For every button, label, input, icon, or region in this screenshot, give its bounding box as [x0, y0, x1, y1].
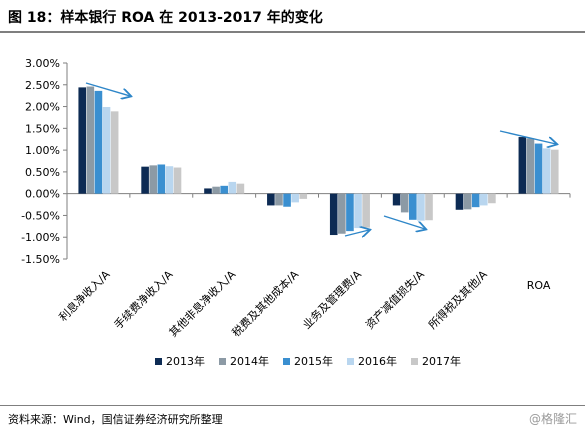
- bar-2014年: [212, 186, 220, 194]
- bar-2015年: [409, 193, 417, 220]
- legend-swatch: [219, 357, 226, 365]
- bar-2017年: [236, 183, 245, 194]
- y-tick-label: 2.00%: [25, 101, 60, 114]
- x-tick-label: 业务及管理费/A: [300, 267, 365, 332]
- x-tick-label: 其他非息净收入/A: [166, 267, 239, 340]
- bar-2017年: [299, 193, 308, 199]
- bar-2016年: [417, 193, 425, 221]
- bar-2013年: [267, 193, 275, 206]
- title-bar: 图 18：样本银行 ROA 在 2013-2017 年的变化: [0, 0, 585, 33]
- bar-2015年: [534, 143, 543, 194]
- trend-arrow: [344, 230, 369, 236]
- trend-arrow: [499, 130, 556, 144]
- bar-2016年: [542, 148, 551, 194]
- bar-2017年: [110, 111, 119, 194]
- x-tick-label: 利息净收入/A: [56, 267, 113, 324]
- bar-2014年: [86, 86, 95, 194]
- y-tick-label: 0.50%: [25, 166, 60, 179]
- trend-arrow: [85, 82, 130, 96]
- legend-swatch: [347, 357, 354, 365]
- bar-2015年: [283, 193, 291, 207]
- y-tick-label: 1.50%: [25, 122, 60, 135]
- y-tick-label: 2.50%: [25, 79, 60, 92]
- legend: 2013年 2014年 2015年 2016年 2017年: [155, 353, 475, 369]
- x-tick-label: 资产减值损失/A: [362, 267, 427, 332]
- bar-2014年: [526, 138, 535, 194]
- bar-2013年: [141, 166, 149, 194]
- bar-2013年: [329, 193, 338, 236]
- legend-item: 2016年: [347, 353, 397, 369]
- legend-item: 2015年: [283, 353, 333, 369]
- bar-2013年: [204, 188, 212, 194]
- footer-divider: [0, 405, 585, 406]
- x-tick-label: 手续费净收入/A: [111, 267, 176, 332]
- x-tick-label: 税费及其他成本/A: [229, 267, 302, 340]
- x-tick-label: 所得税及其他/A: [425, 267, 490, 332]
- bar-chart: 3.00% 2.50% 2.00% 1.50% 1.00% 0.50% 0.00% -0.50…: [21, 57, 571, 340]
- bar-2013年: [392, 193, 401, 206]
- bar-2016年: [165, 166, 174, 194]
- y-tick-label: 0.00%: [25, 188, 60, 201]
- bar-2014年: [338, 193, 346, 234]
- bar-2015年: [220, 185, 228, 194]
- legend-swatch: [411, 357, 418, 365]
- bar-2015年: [157, 164, 166, 194]
- bar-2015年: [346, 193, 354, 232]
- chart-title: 图 18：样本银行 ROA 在 2013-2017 年的变化: [8, 10, 323, 26]
- bar-2016年: [228, 181, 237, 194]
- bar-2016年: [479, 193, 488, 206]
- y-tick-label: -0.50%: [21, 209, 60, 222]
- y-tick-label: 3.00%: [25, 57, 60, 70]
- legend-label: 2014年: [230, 355, 269, 368]
- y-tick-label: -1.00%: [21, 231, 60, 244]
- bar-2013年: [455, 193, 464, 210]
- legend-label: 2017年: [422, 355, 461, 368]
- legend-item: 2014年: [219, 353, 269, 369]
- bar-2017年: [173, 167, 182, 194]
- bar-2015年: [94, 90, 103, 194]
- watermark: @格隆汇: [528, 412, 577, 426]
- x-tick-label: ROA: [527, 279, 551, 292]
- legend-label: 2013年: [166, 355, 205, 368]
- trend-arrow: [383, 215, 425, 229]
- bar-2016年: [354, 193, 362, 229]
- legend-item: 2013年: [155, 353, 205, 369]
- y-tick-label: -1.50%: [21, 253, 60, 266]
- y-tick-label: 1.00%: [25, 144, 60, 157]
- bar-2015年: [471, 193, 480, 208]
- bar-2013年: [518, 137, 527, 194]
- bar-2014年: [400, 193, 409, 213]
- bar-2017年: [488, 193, 496, 204]
- bar-2016年: [102, 106, 111, 194]
- legend-swatch: [283, 357, 290, 365]
- bar-2013年: [78, 87, 87, 194]
- bar-2014年: [149, 165, 158, 194]
- bar-2014年: [275, 193, 283, 206]
- legend-item: 2017年: [411, 353, 461, 369]
- bar-2017年: [550, 149, 559, 194]
- legend-label: 2015年: [294, 355, 333, 368]
- bar-2016年: [291, 193, 299, 203]
- bar-2017年: [425, 193, 433, 221]
- bar-2017年: [362, 193, 370, 228]
- legend-swatch: [155, 357, 162, 365]
- legend-label: 2016年: [358, 355, 397, 368]
- bar-2014年: [463, 193, 472, 210]
- source-note: 资料来源：Wind，国信证券经济研究所整理: [8, 413, 223, 426]
